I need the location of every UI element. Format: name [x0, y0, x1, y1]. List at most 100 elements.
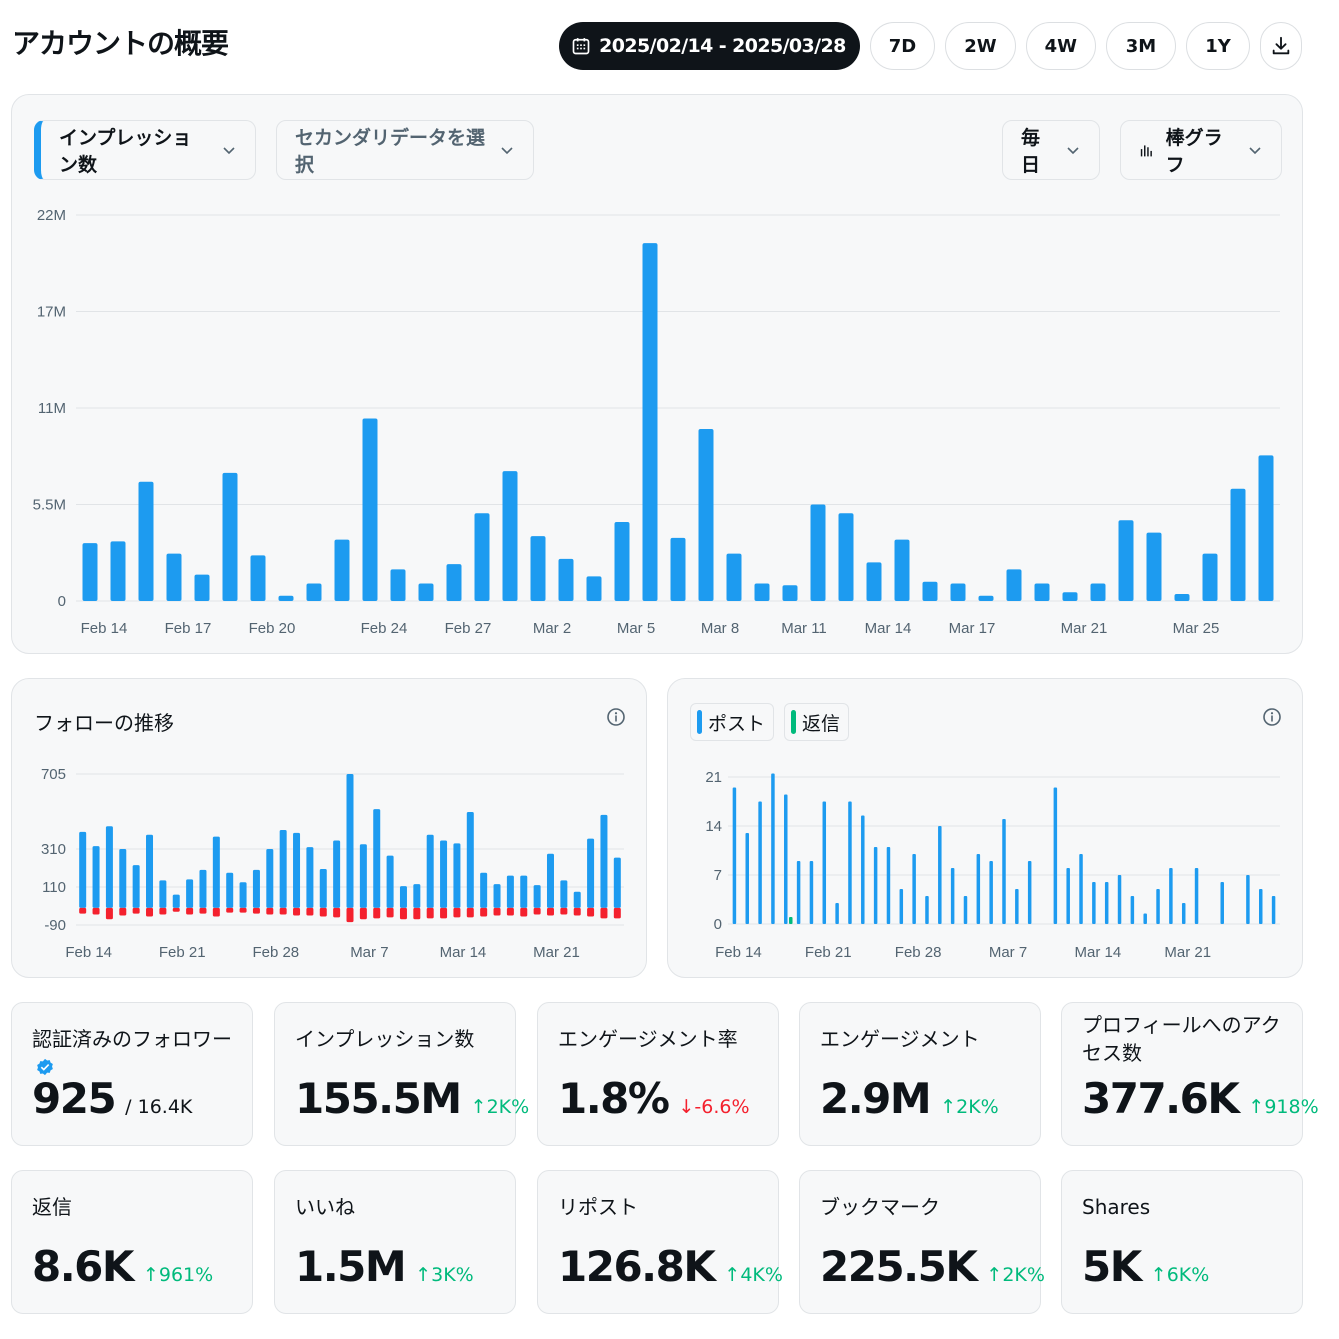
unfollows-bar[interactable]: [587, 907, 595, 917]
impressions-bar[interactable]: [1202, 553, 1218, 601]
posts-bar[interactable]: [912, 854, 916, 924]
interval-dropdown[interactable]: 毎日: [1002, 120, 1100, 180]
follows-gain-bar[interactable]: [199, 869, 207, 908]
posts-bar[interactable]: [732, 787, 737, 925]
unfollows-bar[interactable]: [226, 907, 234, 913]
posts-bar[interactable]: [848, 801, 852, 925]
unfollows-bar[interactable]: [159, 907, 167, 915]
info-icon[interactable]: [1262, 707, 1282, 727]
unfollows-bar[interactable]: [359, 907, 367, 920]
unfollows-bar[interactable]: [440, 907, 448, 919]
stat-card[interactable]: エンゲージメント 2.9M ↑2K%: [799, 1002, 1041, 1146]
info-icon[interactable]: [606, 707, 626, 727]
stat-card[interactable]: エンゲージメント率 1.8% ↓-6.6%: [537, 1002, 779, 1146]
posts-bar[interactable]: [989, 861, 993, 924]
unfollows-bar[interactable]: [79, 907, 87, 914]
impressions-bar[interactable]: [502, 471, 518, 601]
impressions-bar[interactable]: [810, 504, 826, 602]
follows-gain-bar[interactable]: [119, 849, 127, 908]
posts-bar[interactable]: [1079, 854, 1083, 924]
unfollows-bar[interactable]: [373, 907, 381, 919]
impressions-bar[interactable]: [1174, 593, 1190, 601]
follows-gain-bar[interactable]: [239, 882, 247, 908]
unfollows-bar[interactable]: [466, 907, 474, 918]
follows-gain-bar[interactable]: [279, 830, 287, 908]
stat-card[interactable]: リポスト 126.8K ↑4K%: [537, 1170, 783, 1314]
posts-bar[interactable]: [809, 861, 814, 924]
impressions-bar[interactable]: [1062, 592, 1078, 601]
unfollows-bar[interactable]: [480, 907, 488, 917]
impressions-bar[interactable]: [586, 576, 602, 601]
follows-gain-bar[interactable]: [79, 831, 87, 908]
posts-bar[interactable]: [1053, 787, 1058, 925]
stat-card[interactable]: いいね 1.5M ↑3K%: [274, 1170, 516, 1314]
posts-bar[interactable]: [1130, 896, 1135, 924]
impressions-bar[interactable]: [1118, 520, 1134, 601]
legend-replies-toggle[interactable]: 返信: [784, 703, 850, 741]
unfollows-bar[interactable]: [266, 907, 274, 915]
stat-card[interactable]: プロフィールへのアクセス数 377.6K ↑918%: [1061, 1002, 1319, 1146]
follows-gain-bar[interactable]: [546, 853, 554, 908]
unfollows-bar[interactable]: [346, 907, 354, 923]
follows-gain-bar[interactable]: [105, 826, 113, 908]
range-4w-button[interactable]: 4W: [1025, 22, 1096, 70]
impressions-bar[interactable]: [446, 564, 462, 601]
impressions-bar[interactable]: [978, 595, 994, 601]
impressions-bar[interactable]: [670, 537, 686, 601]
unfollows-bar[interactable]: [533, 907, 541, 915]
unfollows-bar[interactable]: [239, 907, 247, 913]
impressions-bar[interactable]: [894, 539, 910, 601]
impressions-bar[interactable]: [950, 583, 966, 601]
stat-card[interactable]: インプレッション数 155.5M ↑2K%: [274, 1002, 529, 1146]
follows-gain-bar[interactable]: [212, 836, 220, 908]
stat-card[interactable]: Shares 5K ↑6K%: [1061, 1170, 1303, 1314]
posts-bar[interactable]: [1027, 861, 1032, 924]
unfollows-bar[interactable]: [92, 907, 100, 915]
impressions-bar[interactable]: [642, 243, 658, 601]
posts-bar[interactable]: [899, 889, 904, 924]
impressions-bar[interactable]: [194, 574, 210, 601]
unfollows-bar[interactable]: [333, 907, 341, 918]
impressions-bar[interactable]: [1090, 583, 1106, 601]
impressions-bar[interactable]: [1258, 455, 1274, 601]
follows-gain-bar[interactable]: [453, 843, 461, 908]
impressions-bar[interactable]: [782, 585, 798, 601]
posts-bar[interactable]: [1117, 875, 1122, 924]
follows-gain-bar[interactable]: [359, 844, 367, 908]
unfollows-bar[interactable]: [319, 907, 327, 917]
posts-bar[interactable]: [1104, 882, 1109, 924]
posts-bar[interactable]: [784, 794, 788, 925]
posts-bar[interactable]: [1258, 889, 1263, 924]
impressions-bar[interactable]: [1006, 569, 1022, 601]
posts-bar[interactable]: [938, 826, 942, 924]
follows-gain-bar[interactable]: [480, 872, 488, 908]
posts-bar[interactable]: [1002, 819, 1006, 924]
impressions-bar[interactable]: [278, 595, 294, 601]
follows-gain-bar[interactable]: [466, 811, 474, 908]
follows-gain-bar[interactable]: [413, 884, 421, 908]
unfollows-bar[interactable]: [573, 907, 581, 916]
range-2w-button[interactable]: 2W: [945, 22, 1016, 70]
unfollows-bar[interactable]: [520, 907, 528, 917]
unfollows-bar[interactable]: [252, 907, 260, 914]
follows-gain-bar[interactable]: [333, 840, 341, 908]
impressions-bar[interactable]: [166, 553, 182, 601]
stat-card[interactable]: 返信 8.6K ↑961%: [11, 1170, 253, 1314]
impressions-bar[interactable]: [306, 583, 322, 601]
follows-gain-bar[interactable]: [266, 849, 274, 908]
impressions-bar[interactable]: [1034, 583, 1050, 601]
follows-gain-bar[interactable]: [319, 868, 327, 908]
follows-gain-bar[interactable]: [293, 832, 301, 908]
impressions-bar[interactable]: [726, 553, 742, 601]
unfollows-bar[interactable]: [146, 907, 154, 917]
impressions-bar[interactable]: [334, 539, 350, 601]
impressions-bar[interactable]: [390, 569, 406, 601]
follows-gain-bar[interactable]: [159, 880, 167, 908]
follows-gain-bar[interactable]: [493, 884, 501, 908]
follows-gain-bar[interactable]: [186, 879, 194, 908]
follows-gain-bar[interactable]: [426, 834, 434, 908]
posts-bar[interactable]: [1194, 868, 1199, 924]
posts-bar[interactable]: [1181, 903, 1186, 924]
unfollows-bar[interactable]: [306, 907, 314, 916]
impressions-bar[interactable]: [558, 558, 574, 601]
